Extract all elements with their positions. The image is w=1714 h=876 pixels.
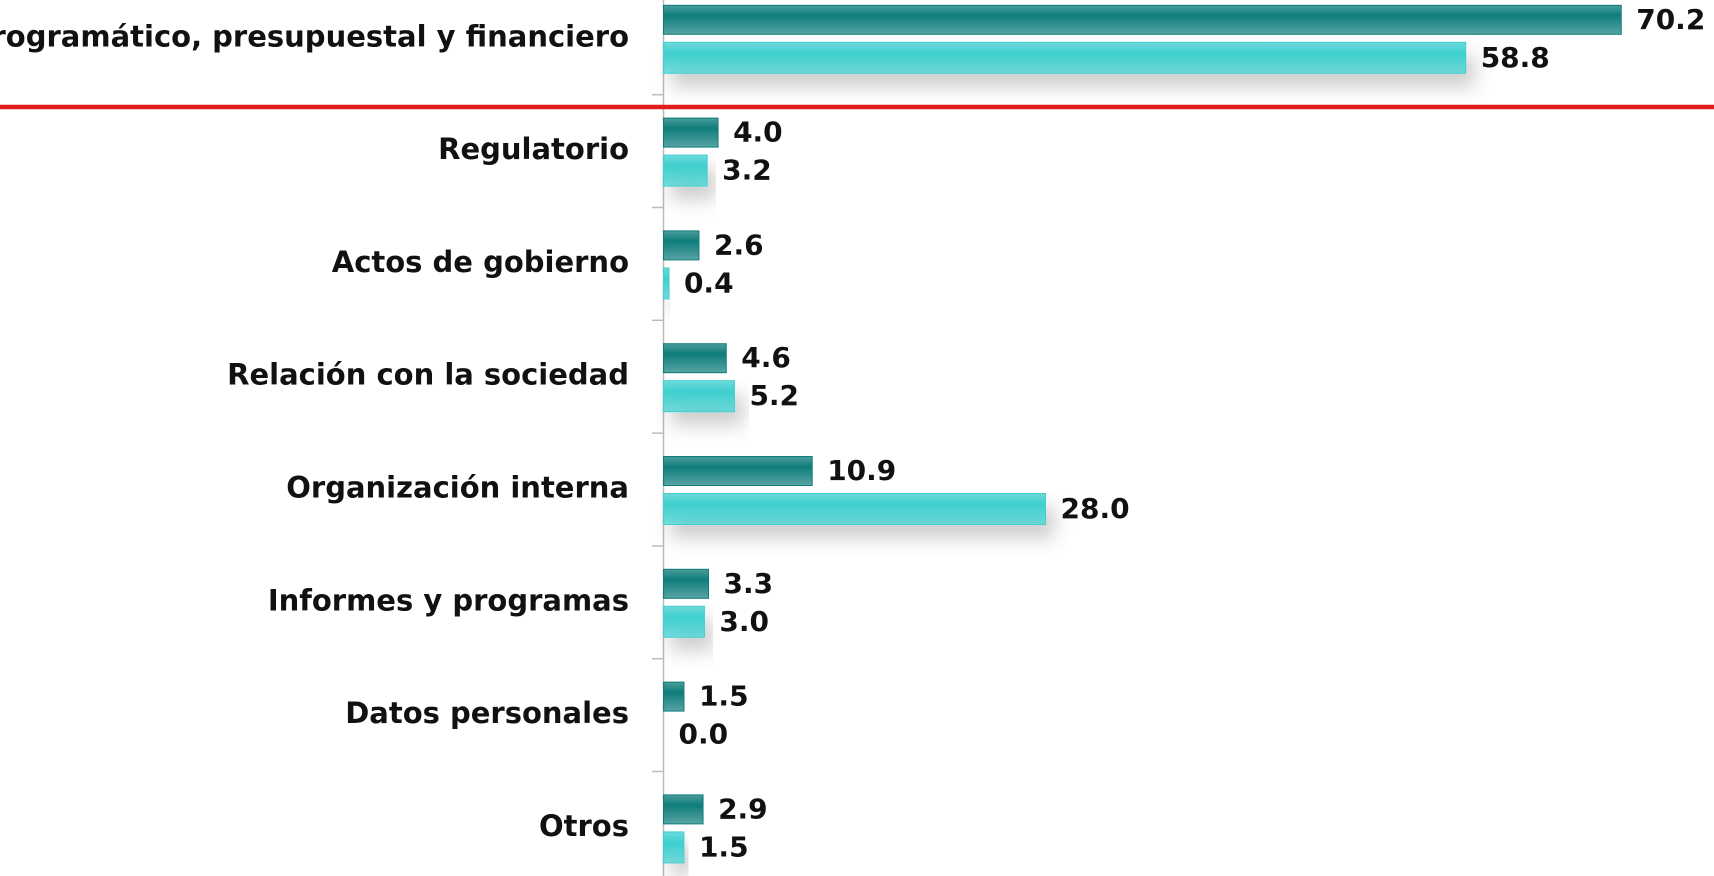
bar bbox=[663, 230, 700, 261]
bar bbox=[663, 794, 704, 825]
value-label: 2.9 bbox=[718, 792, 768, 825]
value-label: 70.2 bbox=[1636, 3, 1705, 36]
bar bbox=[663, 4, 1622, 35]
value-label: 2.6 bbox=[714, 228, 764, 261]
category-label: Datos personales bbox=[345, 696, 629, 730]
bar bbox=[663, 267, 670, 300]
value-label: 1.5 bbox=[699, 830, 749, 863]
category-label: Actos de gobierno bbox=[332, 245, 629, 279]
bar bbox=[663, 343, 727, 374]
category-label: Organización interna bbox=[286, 471, 629, 505]
bar bbox=[663, 605, 705, 638]
value-label: 58.8 bbox=[1481, 41, 1550, 74]
bar bbox=[663, 493, 1046, 525]
value-label: 4.6 bbox=[741, 341, 791, 374]
value-label: 0.0 bbox=[679, 718, 729, 751]
value-label: 5.2 bbox=[749, 379, 799, 412]
bar bbox=[663, 117, 719, 148]
value-label: 3.0 bbox=[719, 605, 769, 638]
category-label: Informes y programas bbox=[268, 583, 629, 617]
bar bbox=[663, 380, 735, 413]
bar bbox=[663, 154, 708, 187]
bar bbox=[663, 681, 685, 712]
category-label: Otros bbox=[539, 809, 629, 843]
value-label: 1.5 bbox=[699, 680, 749, 713]
category-label: Programático, presupuestal y financiero bbox=[0, 19, 629, 53]
value-label: 3.2 bbox=[722, 154, 772, 187]
bar bbox=[663, 831, 685, 864]
bar bbox=[663, 568, 710, 599]
category-label: Relación con la sociedad bbox=[227, 358, 629, 392]
value-label: 10.9 bbox=[827, 454, 896, 487]
bar bbox=[663, 41, 1467, 74]
value-label: 4.0 bbox=[733, 116, 783, 149]
value-label: 28.0 bbox=[1061, 492, 1130, 525]
category-label: Regulatorio bbox=[438, 132, 629, 166]
bar bbox=[663, 456, 813, 486]
value-label: 3.3 bbox=[724, 567, 774, 600]
value-label: 0.4 bbox=[684, 266, 734, 299]
